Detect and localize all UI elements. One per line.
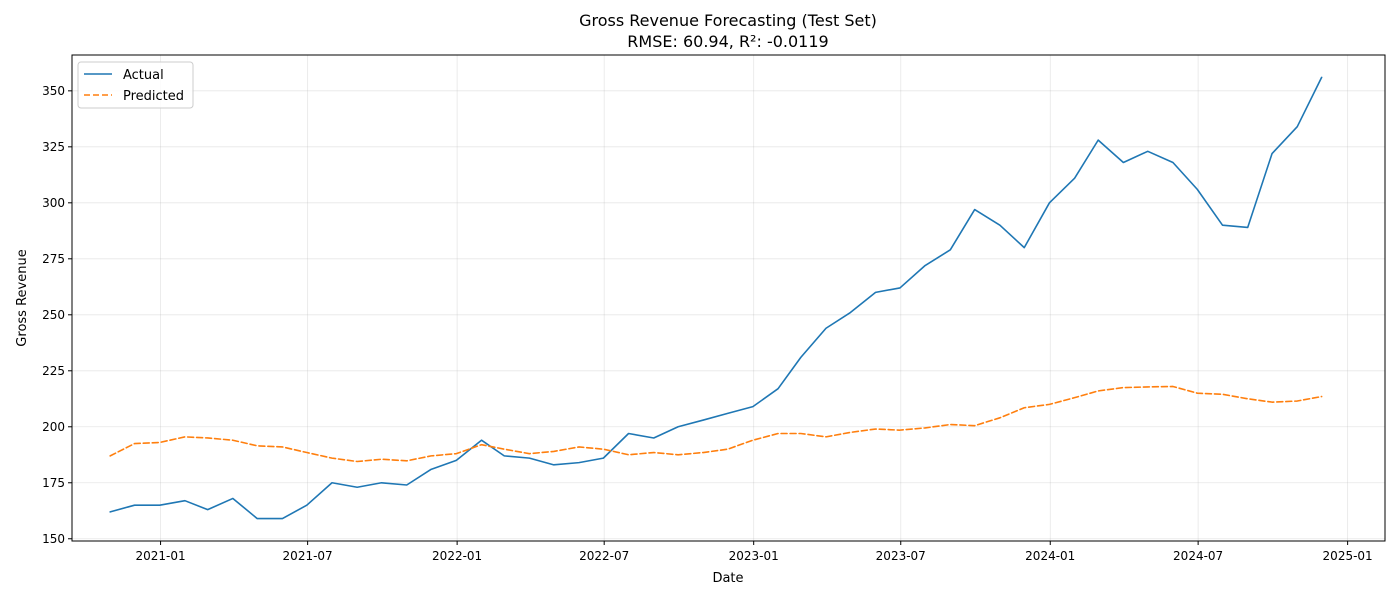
y-axis-ticks: 150 175 200 225 250 275 300 325 350 (42, 84, 72, 546)
y-tick-label: 350 (42, 84, 65, 98)
legend: Actual Predicted (77, 61, 194, 109)
x-tick-label: 2025-01 (1323, 549, 1373, 563)
x-axis-ticks: 2021-01 2021-07 2022-01 2022-07 2023-01 2023-… (135, 541, 1373, 563)
series-line-actual (109, 76, 1323, 520)
x-tick-label: 2024-01 (1025, 549, 1075, 563)
plot-area-frame (71, 54, 1386, 542)
series-layer (109, 76, 1323, 520)
y-tick-label: 150 (42, 532, 65, 546)
x-tick-label: 2022-01 (432, 549, 482, 563)
x-tick-label: 2024-07 (1173, 549, 1223, 563)
x-tick-label: 2022-07 (579, 549, 629, 563)
x-tick-label: 2021-07 (283, 549, 333, 563)
x-axis-label: Date (712, 571, 743, 586)
x-tick-label: 2023-01 (729, 549, 779, 563)
y-tick-label: 300 (42, 196, 65, 210)
chart-title: Gross Revenue Forecasting (Test Set) (579, 11, 877, 30)
chart-subtitle: RMSE: 60.94, R²: -0.0119 (627, 32, 828, 51)
x-tick-label: 2023-07 (876, 549, 926, 563)
y-tick-label: 250 (42, 308, 65, 322)
legend-label-actual: Actual (123, 68, 164, 83)
grid-lines (72, 55, 1385, 541)
y-tick-label: 275 (42, 252, 65, 266)
legend-label-predicted: Predicted (123, 89, 184, 104)
y-tick-label: 200 (42, 420, 65, 434)
y-tick-label: 175 (42, 476, 65, 490)
y-axis-label: Gross Revenue (15, 249, 30, 346)
y-tick-label: 225 (42, 364, 65, 378)
y-tick-label: 325 (42, 140, 65, 154)
x-tick-label: 2021-01 (135, 549, 185, 563)
series-line-predicted (109, 385, 1323, 463)
